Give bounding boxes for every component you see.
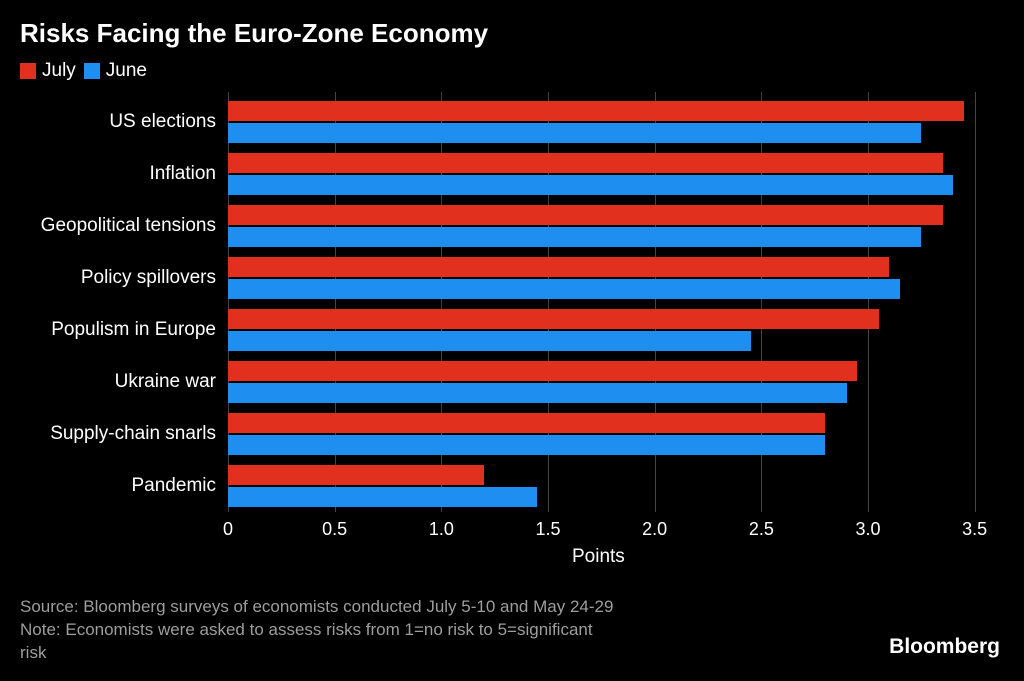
bar-july (228, 413, 825, 433)
bar-row: Populism in Europe (228, 304, 996, 356)
legend: July June (20, 60, 147, 82)
footer-line: risk (20, 642, 613, 665)
bar-june (228, 487, 537, 507)
source-note: Source: Bloomberg surveys of economists … (20, 596, 613, 665)
chart-plot-area: 00.51.01.52.02.53.03.5US electionsInflat… (228, 92, 996, 540)
category-label: Ukraine war (115, 371, 228, 393)
legend-swatch-july (20, 63, 36, 79)
bar-july (228, 153, 943, 173)
category-label: Pandemic (132, 475, 229, 497)
x-tick-label: 2.0 (642, 519, 667, 540)
x-tick-label: 1.0 (429, 519, 454, 540)
bar-june (228, 227, 921, 247)
category-label: Populism in Europe (51, 319, 228, 341)
brand-label: Bloomberg (889, 635, 1000, 659)
bar-june (228, 279, 900, 299)
x-tick-label: 3.0 (855, 519, 880, 540)
category-label: Inflation (149, 163, 228, 185)
bar-row: Ukraine war (228, 356, 996, 408)
bar-july (228, 257, 889, 277)
category-label: Geopolitical tensions (41, 215, 228, 237)
footer-line: Source: Bloomberg surveys of economists … (20, 596, 613, 619)
bar-july (228, 205, 943, 225)
category-label: Policy spillovers (81, 267, 228, 289)
legend-item-june: June (84, 60, 147, 82)
bar-row: Inflation (228, 148, 996, 200)
bar-july (228, 309, 879, 329)
x-tick-label: 3.5 (962, 519, 987, 540)
bar-june (228, 435, 825, 455)
x-tick-label: 1.5 (535, 519, 560, 540)
bar-june (228, 175, 953, 195)
bar-june (228, 331, 751, 351)
bar-july (228, 465, 484, 485)
bar-row: Pandemic (228, 460, 996, 512)
bar-july (228, 101, 964, 121)
x-tick-label: 0.5 (322, 519, 347, 540)
bar-row: US elections (228, 96, 996, 148)
bar-row: Supply-chain snarls (228, 408, 996, 460)
category-label: US elections (109, 111, 228, 133)
bar-june (228, 383, 847, 403)
category-label: Supply-chain snarls (50, 423, 228, 445)
bar-june (228, 123, 921, 143)
legend-swatch-june (84, 63, 100, 79)
legend-label-june: June (106, 60, 147, 82)
x-tick-label: 2.5 (749, 519, 774, 540)
x-tick-label: 0 (223, 519, 233, 540)
bar-row: Policy spillovers (228, 252, 996, 304)
footer-line: Note: Economists were asked to assess ri… (20, 619, 613, 642)
legend-item-july: July (20, 60, 76, 82)
x-axis-title: Points (572, 546, 625, 568)
chart-title: Risks Facing the Euro-Zone Economy (20, 18, 488, 49)
bar-july (228, 361, 857, 381)
bar-row: Geopolitical tensions (228, 200, 996, 252)
legend-label-july: July (42, 60, 76, 82)
